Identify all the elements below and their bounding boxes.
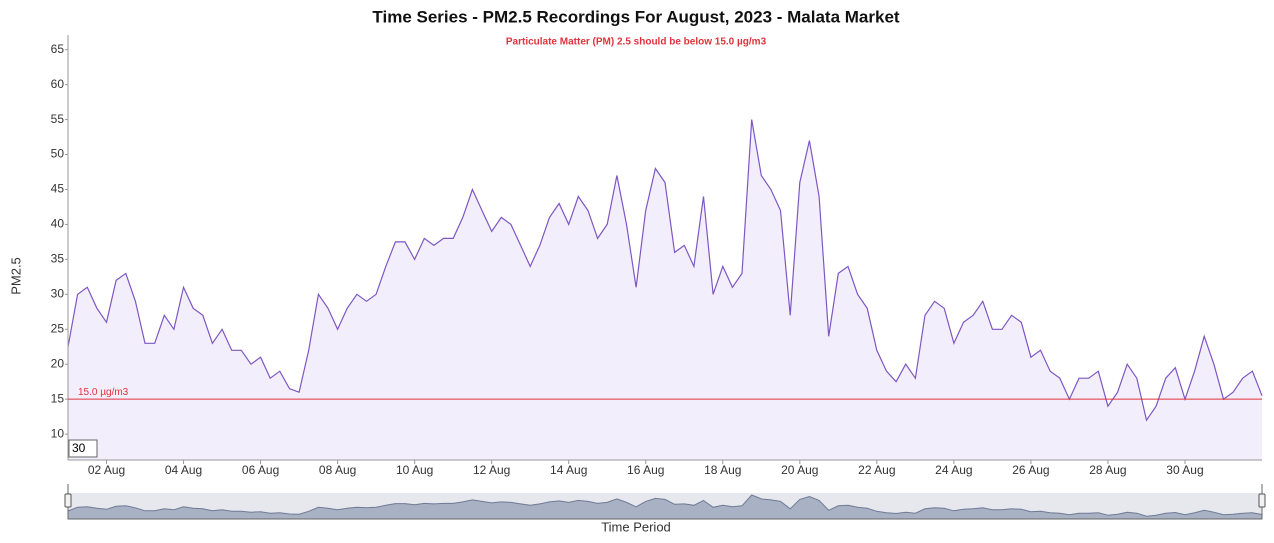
x-tick-label: 10 Aug [396, 463, 433, 477]
y-tick-label: 60 [51, 77, 65, 91]
x-tick-label: 20 Aug [781, 463, 818, 477]
y-tick-label: 40 [51, 217, 65, 231]
y-tick-label: 35 [51, 252, 65, 266]
y-tick-label: 15 [51, 391, 65, 405]
y-tick-label: 25 [51, 321, 65, 335]
x-tick-label: 30 Aug [1166, 463, 1203, 477]
chart-subtitle: Particulate Matter (PM) 2.5 should be be… [506, 37, 767, 48]
series-line [67, 119, 1263, 422]
x-tick-label: 26 Aug [1012, 463, 1049, 477]
x-tick-label: 06 Aug [242, 463, 279, 477]
chart-title: Time Series - PM2.5 Recordings For Augus… [372, 7, 900, 26]
x-tick-label: 28 Aug [1089, 463, 1126, 477]
navigator-area [67, 494, 1263, 520]
x-tick-label: 02 Aug [88, 463, 125, 477]
x-tick-label: 04 Aug [165, 463, 202, 477]
y-tick-label: 45 [51, 182, 65, 196]
navigator-handle[interactable] [64, 493, 72, 508]
y-tick-label: 50 [51, 147, 65, 161]
x-tick-label: 08 Aug [319, 463, 356, 477]
x-tick-label: 12 Aug [473, 463, 510, 477]
navigator-handle[interactable] [1258, 493, 1266, 508]
range-box-text: 30 [72, 441, 86, 455]
y-tick-label: 30 [51, 287, 65, 301]
x-tick-label: 16 Aug [627, 463, 664, 477]
y-axis-label: PM2.5 [8, 257, 23, 295]
x-tick-label: 24 Aug [935, 463, 972, 477]
area-fill [68, 119, 1262, 460]
y-tick-label: 65 [51, 42, 65, 56]
x-tick-label: 18 Aug [704, 463, 741, 477]
y-tick-label: 20 [51, 356, 65, 370]
y-tick-label: 10 [51, 426, 65, 440]
x-tick-label: 22 Aug [858, 463, 895, 477]
x-axis-label: Time Period [601, 519, 671, 534]
threshold-label: 15.0 µg/m3 [78, 387, 129, 398]
y-tick-label: 55 [51, 112, 65, 126]
range-box [68, 439, 98, 458]
x-tick-label: 14 Aug [550, 463, 587, 477]
